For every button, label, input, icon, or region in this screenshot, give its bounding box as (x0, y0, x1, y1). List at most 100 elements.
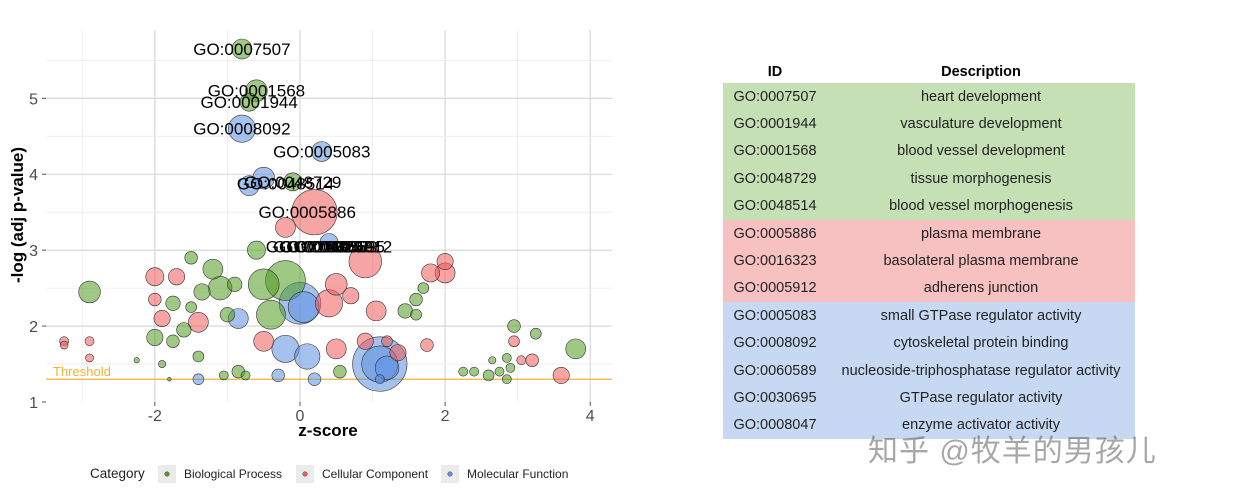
go-description-cell: vasculature development (900, 116, 1062, 133)
go-term-label: GO:0005912 (295, 237, 392, 256)
go-description-cell: tissue morphogenesis (910, 170, 1052, 187)
bubble (271, 368, 285, 383)
go-term-label: GO:0016323 (266, 237, 363, 256)
bubble (167, 377, 172, 382)
bubble (153, 310, 171, 327)
bubble (227, 276, 243, 292)
go-term-label: GO:0007507 (193, 40, 290, 59)
go-id-cell: GO:0048729 (733, 170, 817, 187)
bubble (176, 322, 192, 338)
bubble (319, 233, 339, 252)
bubble (165, 295, 181, 311)
bubble (247, 268, 280, 301)
bubble (185, 301, 197, 313)
bubble (458, 366, 469, 377)
bubble (133, 357, 140, 364)
bubble (410, 308, 422, 321)
go-description-cell: plasma membrane (920, 225, 1042, 242)
table-header-row: ID Description (723, 60, 1135, 83)
go-description-cell: cytoskeletal protein binding (893, 335, 1069, 352)
go-id-cell: GO:0060589 (733, 362, 817, 379)
go-description-cell: heart development (920, 88, 1042, 105)
table-row: GO:0001568 blood vessel development (723, 137, 1135, 166)
bubble (494, 366, 505, 377)
go-term-label: GO:0005886 (259, 203, 356, 222)
bubble (420, 338, 434, 352)
bubble (283, 172, 303, 192)
table-row: GO:0008092 cytoskeletal protein binding (723, 329, 1135, 357)
bubble (482, 369, 495, 382)
y-tick-label: 3 (29, 243, 38, 260)
bubble (193, 283, 211, 301)
table-row: GO:0030695 GTPase regulator activity (723, 384, 1135, 412)
bubble (469, 366, 479, 377)
bubble (565, 338, 586, 360)
bubble (508, 335, 520, 348)
go-id-cell: GO:0005912 (733, 280, 817, 297)
bubble (231, 38, 253, 60)
x-tick-label: -2 (148, 408, 162, 425)
go-id-cell: GO:0008047 (733, 417, 817, 434)
go-id-cell: GO:0005083 (733, 307, 817, 324)
table-row: GO:0008047 enzyme activator activity (723, 411, 1135, 440)
bubble (148, 292, 162, 307)
bubble (501, 374, 512, 385)
bubble (219, 307, 235, 323)
bubble (311, 141, 333, 162)
bubbles (59, 38, 586, 392)
legend-swatch (302, 471, 308, 477)
go-description-cell: blood vessel development (897, 143, 1065, 160)
bubble (238, 175, 260, 196)
x-tick-label: 0 (296, 408, 305, 425)
bubble-plot: Threshold GO:0007507 GO:0001568GO:0001944… (8, 30, 612, 483)
go-id-cell: GO:0008092 (733, 335, 817, 352)
header-id: ID (723, 60, 827, 83)
go-table: ID Description GO:0007507 heart developme… (723, 60, 1135, 440)
table-row: GO:0048729 tissue morphogenesis (723, 165, 1135, 193)
bubble (287, 291, 320, 323)
go-id-cell: GO:0016323 (733, 253, 817, 270)
x-axis-title: z-score (298, 421, 358, 440)
go-description-cell: GTPase regulator activity (899, 389, 1063, 406)
bubble (552, 366, 570, 384)
bubble (307, 372, 322, 386)
go-term-label: GO:0048514 (237, 174, 334, 193)
bubble (188, 312, 209, 333)
go-term-label: GO:0008047 (273, 237, 370, 256)
go-id-cell: GO:0005886 (733, 225, 817, 242)
bubble (525, 353, 539, 367)
table-row: GO:0001944 vasculature development (723, 110, 1135, 138)
legend-swatch (164, 471, 170, 477)
bubble (228, 114, 256, 143)
bubble (409, 292, 423, 307)
bubble (365, 300, 387, 322)
table-row: GO:0005083 small GTPase regulator activit… (723, 302, 1135, 330)
y-tick-label: 2 (29, 319, 38, 336)
y-tick-label: 1 (29, 395, 38, 412)
table-body: GO:0007507 heart development GO:0001944 vas… (723, 83, 1135, 440)
x-tick-label: 4 (586, 408, 595, 425)
go-term-label: GO:0008092 (193, 120, 290, 139)
bubble (436, 253, 454, 271)
go-term-label: GO:0060589 (280, 237, 377, 256)
go-term-label: GO:0001568 (208, 82, 305, 101)
threshold-label: Threshold (53, 364, 111, 379)
go-id-cell: GO:0007507 (733, 88, 817, 105)
bubble (325, 273, 348, 296)
bubble (356, 332, 374, 350)
go-description-cell: small GTPase regulator activity (880, 307, 1082, 324)
y-axis-title: -log (adj p-value) (8, 147, 27, 283)
go-term-label: GO:0048729 (244, 173, 341, 192)
bubble (389, 344, 407, 362)
go-term-label: GO:0030695 (288, 237, 385, 256)
bubble (192, 350, 205, 363)
bubble (291, 189, 338, 236)
bubble (325, 338, 347, 360)
go-description-cell: blood vessel morphogenesis (889, 198, 1073, 215)
bubble (421, 263, 440, 283)
bubble (145, 267, 165, 287)
bubble (192, 373, 205, 385)
table-row: GO:0005886 plasma membrane (723, 219, 1135, 248)
axes: -2 0 2 4 1 2 3 4 5 (29, 91, 595, 425)
